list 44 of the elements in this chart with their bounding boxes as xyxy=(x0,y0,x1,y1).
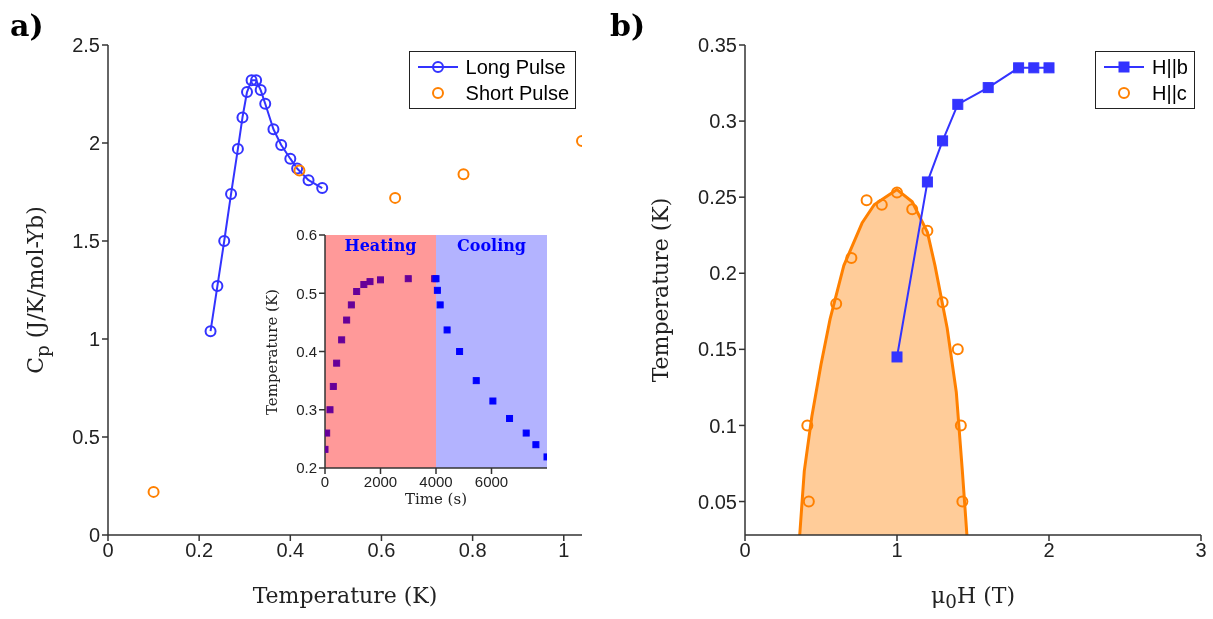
legend-label: Short Pulse xyxy=(465,81,569,105)
x-tick-label: 4000 xyxy=(419,472,453,490)
y-tick-label: 0.3 xyxy=(709,110,737,133)
x-tick-label: 0.2 xyxy=(185,539,214,562)
x-tick-label: 3 xyxy=(1195,539,1207,562)
x-tick-label: 0.8 xyxy=(458,539,487,562)
y-tick-label: 1 xyxy=(88,328,100,351)
band-label: Cooling xyxy=(456,236,527,256)
legend-label: H||c xyxy=(1152,81,1187,105)
legend-label: Long Pulse xyxy=(465,55,566,79)
x-tick-label: 1 xyxy=(891,539,903,562)
text: b) xyxy=(610,8,646,43)
y-tick-label: 0.05 xyxy=(698,490,737,513)
y-tick-label: 0.2 xyxy=(296,459,317,477)
x-tick-label: 6000 xyxy=(474,472,509,490)
y-tick-label: 0.1 xyxy=(709,414,737,437)
x-tick-label: 0 xyxy=(739,539,751,562)
y-tick-label: 0.4 xyxy=(296,342,317,360)
y-tick-label: 0.3 xyxy=(296,401,317,419)
text: a) xyxy=(10,8,44,43)
y-tick-label: 0.5 xyxy=(72,426,100,449)
y-tick-label: 0 xyxy=(88,524,100,547)
x-tick-label: 2000 xyxy=(363,472,398,490)
y-tick-label: 0.2 xyxy=(709,262,737,285)
band-label: Heating xyxy=(344,236,417,256)
y-axis-title: Temperature (K) xyxy=(647,197,673,383)
y-tick-label: 0.6 xyxy=(296,226,317,244)
x-tick-label: 0 xyxy=(102,539,114,562)
y-tick-label: 1.5 xyxy=(72,230,100,253)
x-tick-label: 0.6 xyxy=(367,539,396,562)
x-axis-title: Temperature (K) xyxy=(251,583,439,608)
y-axis-title: Temperature (K) xyxy=(263,288,281,415)
x-axis-title: Time (s) xyxy=(403,490,469,508)
y-tick-label: 0.35 xyxy=(698,34,737,57)
y-tick-label: 0.5 xyxy=(296,284,317,302)
legend-label: H||b xyxy=(1152,55,1188,79)
y-tick-label: 0.15 xyxy=(698,338,737,361)
x-tick-label: 1 xyxy=(558,539,570,562)
x-tick-label: 2 xyxy=(1043,539,1055,562)
x-axis-title: μ$_{0}$H (T) xyxy=(930,583,1016,613)
x-tick-label: 0 xyxy=(320,472,330,490)
y-tick-label: 0.25 xyxy=(698,186,737,209)
y-tick-label: 2 xyxy=(88,132,100,155)
y-tick-label: 2.5 xyxy=(72,34,100,57)
